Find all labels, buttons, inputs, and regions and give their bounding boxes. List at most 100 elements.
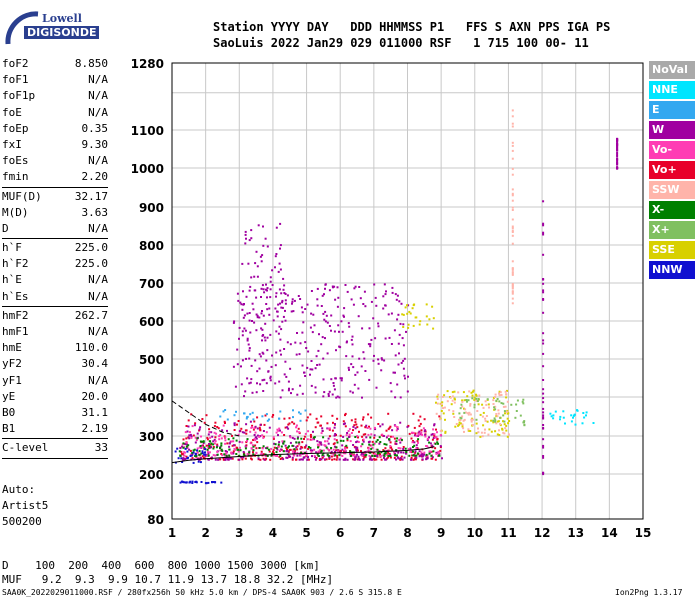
header-line-2: SaoLuis 2022 Jan29 029 011000 RSF 1 715 … [213, 36, 589, 50]
data-point [378, 450, 381, 453]
data-point [315, 451, 318, 454]
data-point [282, 277, 285, 280]
data-point [249, 442, 252, 445]
data-point [210, 431, 213, 434]
data-point [336, 454, 339, 457]
data-point [471, 423, 474, 426]
data-point [250, 276, 253, 279]
data-point [339, 377, 342, 380]
data-point [492, 421, 495, 424]
data-point [181, 461, 184, 463]
data-point [201, 455, 204, 458]
data-point [291, 458, 294, 461]
data-point [360, 424, 363, 427]
y-tick-label: 500 [139, 353, 164, 367]
data-point [202, 456, 205, 459]
data-point [348, 325, 351, 328]
data-point [425, 315, 428, 318]
data-point [190, 454, 193, 457]
header-line-1: Station YYYY DAY DDD HHMMSS P1 FFS S AXN… [213, 20, 611, 34]
data-point [436, 395, 439, 398]
data-point [260, 450, 263, 453]
data-point [271, 269, 274, 272]
data-point [497, 420, 500, 423]
data-point [338, 345, 341, 348]
data-point [389, 454, 392, 457]
data-point [475, 418, 478, 421]
data-point [299, 384, 302, 387]
data-point [267, 370, 270, 373]
data-point [261, 328, 264, 331]
data-point [441, 395, 444, 398]
data-point [284, 319, 287, 322]
data-point [225, 454, 228, 457]
data-point [466, 400, 468, 403]
data-point [494, 405, 497, 408]
data-point [503, 410, 506, 413]
data-point [345, 434, 348, 437]
data-point [204, 455, 207, 457]
data-point [364, 305, 367, 308]
data-point [418, 430, 421, 433]
data-point [224, 439, 227, 442]
data-point [230, 452, 233, 455]
data-point [354, 446, 357, 449]
data-point [458, 412, 461, 415]
param-row: h`Es N/A [2, 289, 108, 305]
data-point [616, 138, 619, 141]
data-point [248, 382, 251, 385]
data-point [401, 458, 404, 461]
data-point [362, 433, 365, 436]
data-point [494, 420, 497, 423]
data-point [241, 334, 244, 337]
data-point [205, 454, 208, 457]
data-point [299, 454, 302, 457]
data-point [559, 415, 562, 418]
data-point [415, 434, 418, 437]
data-point [304, 308, 307, 310]
data-point [369, 436, 372, 439]
data-point [426, 439, 429, 442]
data-point [263, 336, 266, 339]
data-point [463, 418, 466, 421]
data-point [452, 410, 455, 413]
y-tick-label: 700 [139, 277, 164, 291]
data-point [384, 458, 387, 461]
data-point [260, 260, 263, 263]
data-point [315, 457, 318, 459]
data-point [562, 416, 565, 419]
data-point [199, 445, 202, 447]
data-point [399, 441, 402, 444]
data-point [321, 456, 324, 459]
data-point [419, 415, 422, 418]
data-point [377, 358, 380, 361]
data-point [356, 371, 359, 374]
param-name: foF1p [2, 89, 36, 103]
data-point [317, 349, 320, 352]
data-point [289, 367, 292, 370]
param-name: foF2 [2, 57, 29, 70]
data-point [210, 456, 213, 459]
data-point [503, 420, 506, 423]
data-point [238, 458, 241, 461]
data-point [187, 444, 190, 447]
data-point [373, 434, 376, 437]
data-point [570, 414, 573, 417]
x-tick-label: 3 [235, 526, 243, 540]
data-point [431, 438, 434, 441]
data-point [332, 382, 335, 384]
data-point [242, 316, 245, 319]
data-point [362, 440, 365, 443]
data-point [179, 447, 182, 450]
data-point [511, 297, 514, 300]
data-point [281, 299, 284, 302]
data-point [430, 433, 433, 436]
data-point [356, 435, 359, 438]
data-point [298, 458, 301, 461]
data-point [279, 302, 281, 305]
data-point [431, 433, 434, 436]
data-point [235, 453, 238, 455]
data-point [307, 458, 310, 461]
data-point [324, 283, 327, 286]
param-separator [2, 238, 108, 240]
